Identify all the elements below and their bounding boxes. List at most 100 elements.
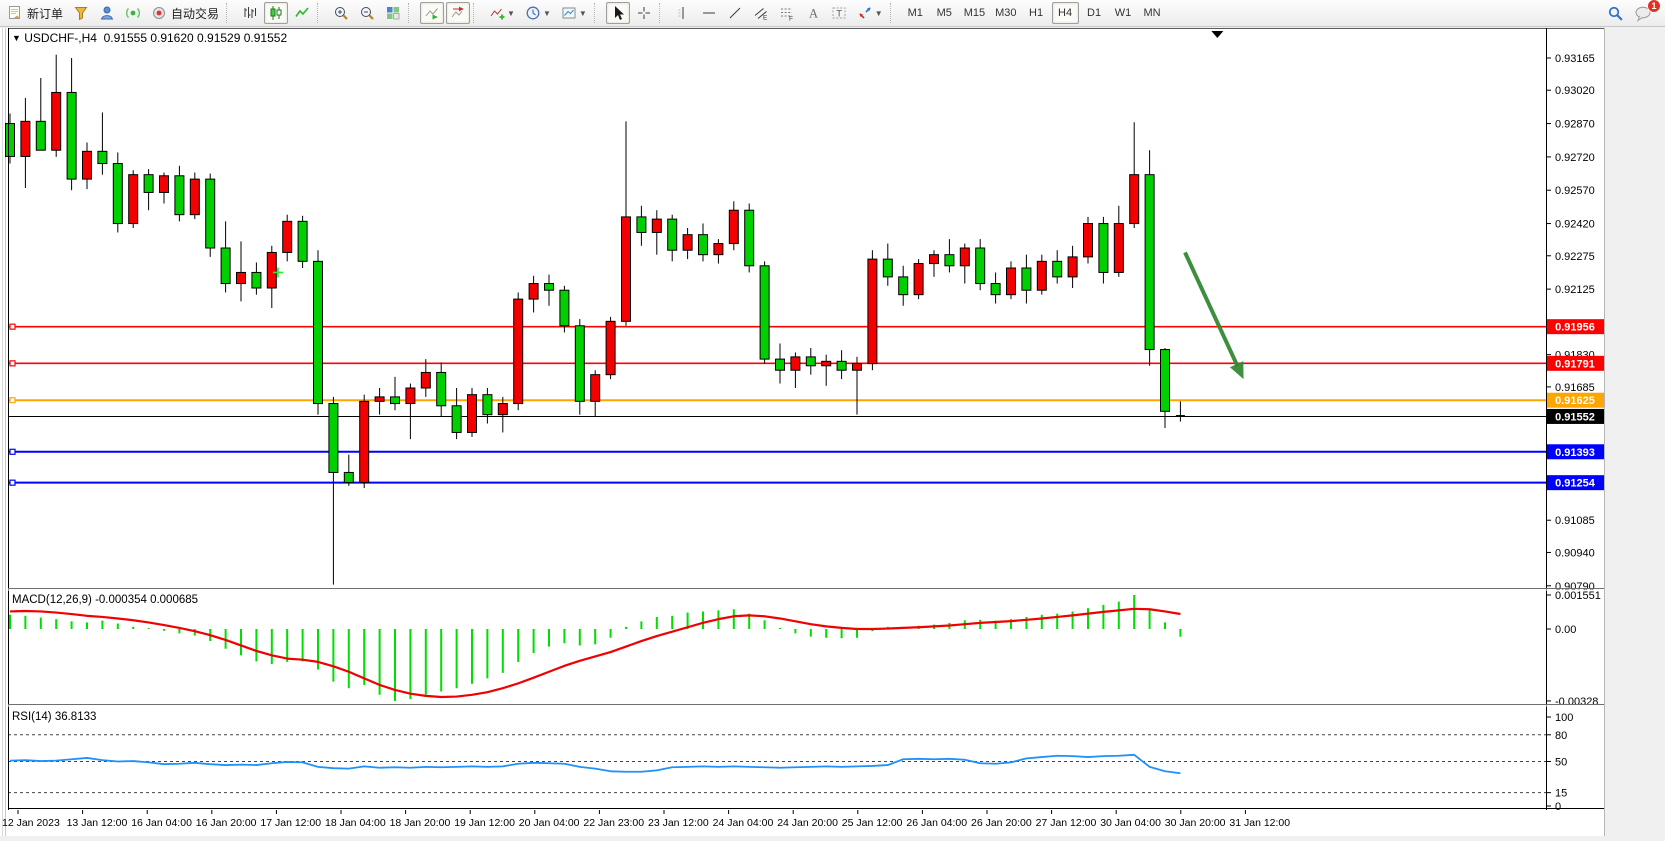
chart-shift-button[interactable] [446,2,471,24]
notifications-button[interactable]: 1 [1630,0,1661,24]
svg-text:0.92125: 0.92125 [1555,284,1595,296]
trend-arrow[interactable] [1183,251,1244,380]
candle [128,174,139,225]
metaquotes-funnel-button[interactable] [69,2,93,24]
candle [82,150,92,180]
button-label: H1 [1029,7,1044,19]
new-order-button[interactable]: 新订单 [3,2,67,24]
chart-canvas[interactable]: 0.93165 0.93020 0.92870 0.92720 0.92570 0.924… [0,28,1665,836]
timeframe-button-m5[interactable]: M5 [931,2,958,24]
svg-text:0.93165: 0.93165 [1555,53,1595,65]
svg-text:F: F [789,16,793,22]
hline-icon [701,5,717,21]
timeframe-button-h4[interactable]: H4 [1051,2,1079,24]
new-order-icon [7,5,23,21]
plus-marker[interactable] [272,267,283,278]
candle [621,216,631,322]
button-label: M5 [936,7,952,19]
candle [667,218,678,251]
price-line-handle[interactable] [9,323,16,330]
candle [775,358,785,371]
button-label: H4 [1058,7,1073,19]
candle [898,276,909,296]
candle [544,283,554,291]
price-line-handle[interactable] [9,397,16,404]
bar-chart-mode-button[interactable] [238,2,262,24]
candle [790,356,801,371]
price-line-handle[interactable] [9,448,16,455]
button-label: M15 [963,7,986,19]
svg-text:0.91393: 0.91393 [1555,447,1595,459]
chevron-down-icon[interactable]: ▼ [874,8,883,18]
arrows-button[interactable]: ▼ [853,2,887,24]
search-icon [1607,5,1624,22]
chart-background[interactable] [0,28,1604,836]
crosshair-button[interactable] [632,2,656,24]
auto-trading-button[interactable]: 自动交易 [147,2,223,24]
timeframe-button-d1[interactable]: D1 [1081,2,1108,24]
candle [852,363,862,371]
zoom-out-button[interactable] [355,2,379,24]
candle [1021,267,1032,291]
zoom-in-button[interactable] [329,2,353,24]
chevron-down-icon[interactable]: ▼ [578,8,587,18]
candle [528,283,539,300]
periods-button[interactable]: ▼ [521,2,555,24]
person-icon [99,5,115,21]
signal-icon [125,5,141,21]
candle [929,254,939,265]
candlestick-mode-button[interactable] [264,2,289,24]
signals-button[interactable] [121,2,145,24]
chevron-down-icon[interactable]: ▼ [542,8,551,18]
svg-text:100: 100 [1555,712,1573,724]
candles [5,54,1185,585]
text-button[interactable]: A [801,2,825,24]
text-label-button[interactable]: T [827,2,851,24]
svg-text:A: A [809,7,818,21]
chart-window: 0.93165 0.93020 0.92870 0.92720 0.92570 0.924… [0,28,1665,836]
svg-text:0.00: 0.00 [1555,624,1576,636]
equidistant-channel-button[interactable]: E [749,2,773,24]
trendline-button[interactable] [723,2,747,24]
price-line-handle[interactable] [9,479,16,486]
candle [20,120,31,157]
timeframe-button-mn[interactable]: MN [1139,2,1166,24]
tile-windows-icon [385,5,401,21]
toolbar-separator [408,3,417,23]
line-chart-mode-button[interactable] [290,2,314,24]
candle [1113,223,1124,273]
toolbar-right-group: 1 [1602,0,1661,24]
crosshair-icon [636,5,652,21]
templates-button[interactable]: ▼ [557,2,591,24]
time-axis: 12 Jan 2023 13 Jan 12:00 16 Jan 04:00 16 Ja… [2,810,1290,829]
candle [467,394,477,433]
timeframe-button-m15[interactable]: M15 [960,2,989,24]
cursor-button[interactable] [605,2,630,24]
search-button[interactable] [1603,2,1628,24]
price-line-handle[interactable] [9,360,16,367]
rsi-pane [9,753,1181,775]
candle [451,405,462,433]
button-label: D1 [1087,7,1102,19]
candle [759,265,770,360]
timeframe-button-m1[interactable]: M1 [902,2,929,24]
time-axis-label: 13 Jan 12:00 [67,817,128,829]
timeframe-button-m30[interactable]: M30 [991,2,1020,24]
timeframe-button-w1[interactable]: W1 [1110,2,1137,24]
horizontal-line-button[interactable] [697,2,721,24]
auto-scroll-button[interactable] [420,2,445,24]
vertical-line-button[interactable] [671,2,695,24]
chart-shift-marker[interactable] [1211,31,1224,38]
community-button[interactable] [95,2,119,24]
price-tag-0.91956 [1547,319,1604,335]
tile-windows-button[interactable] [381,2,405,24]
candle [590,374,601,402]
fibonacci-button[interactable]: F [775,2,799,24]
indicators-button[interactable]: ▼ [485,2,519,24]
svg-text:0.91791: 0.91791 [1555,358,1595,370]
timeframe-button-h1[interactable]: H1 [1023,2,1050,24]
svg-text:50: 50 [1555,757,1567,769]
time-axis-label: 24 Jan 20:00 [777,817,838,829]
trendline-icon [727,5,743,21]
chevron-down-icon[interactable]: ▼ [507,8,515,18]
